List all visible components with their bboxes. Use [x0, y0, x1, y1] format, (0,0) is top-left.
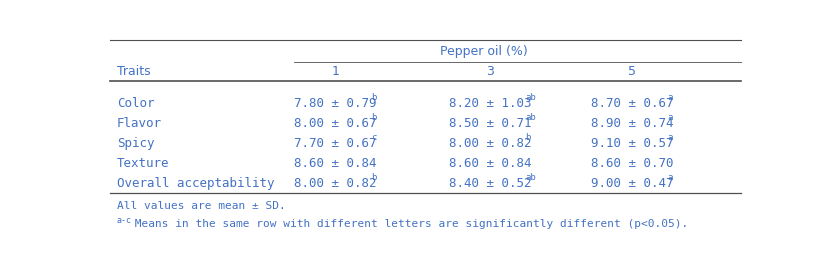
Text: a: a	[667, 173, 672, 182]
Text: b: b	[525, 133, 531, 142]
Text: a-c: a-c	[116, 216, 132, 225]
Text: 9.10 ± 0.57: 9.10 ± 0.57	[591, 137, 673, 150]
Text: 8.90 ± 0.74: 8.90 ± 0.74	[591, 117, 673, 130]
Text: b: b	[371, 173, 376, 182]
Text: 8.20 ± 1.03: 8.20 ± 1.03	[449, 97, 532, 110]
Text: ab: ab	[525, 113, 536, 122]
Text: 3: 3	[486, 65, 494, 78]
Text: 7.70 ± 0.67: 7.70 ± 0.67	[294, 137, 377, 150]
Text: 8.00 ± 0.82: 8.00 ± 0.82	[449, 137, 532, 150]
Text: a: a	[667, 93, 672, 103]
Text: c: c	[371, 133, 376, 142]
Text: 8.60 ± 0.70: 8.60 ± 0.70	[591, 157, 673, 170]
Text: Spicy: Spicy	[116, 137, 155, 150]
Text: a: a	[667, 133, 672, 142]
Text: b: b	[371, 93, 376, 103]
Text: All values are mean ± SD.: All values are mean ± SD.	[116, 201, 286, 211]
Text: ab: ab	[525, 93, 536, 103]
Text: Means in the same row with different letters are significantly different (p<0.05: Means in the same row with different let…	[128, 219, 689, 229]
Text: Color: Color	[116, 97, 155, 110]
Text: 8.00 ± 0.82: 8.00 ± 0.82	[294, 177, 377, 190]
Text: 5: 5	[628, 65, 636, 78]
Text: Traits: Traits	[116, 65, 150, 78]
Text: 8.60 ± 0.84: 8.60 ± 0.84	[449, 157, 532, 170]
Text: b: b	[371, 113, 376, 122]
Text: 8.70 ± 0.67: 8.70 ± 0.67	[591, 97, 673, 110]
Text: 8.50 ± 0.71: 8.50 ± 0.71	[449, 117, 532, 130]
Text: Texture: Texture	[116, 157, 170, 170]
Text: 8.00 ± 0.67: 8.00 ± 0.67	[294, 117, 377, 130]
Text: a: a	[667, 113, 672, 122]
Text: 1: 1	[332, 65, 340, 78]
Text: 8.60 ± 0.84: 8.60 ± 0.84	[294, 157, 377, 170]
Text: Overall acceptability: Overall acceptability	[116, 177, 274, 190]
Text: 9.00 ± 0.47: 9.00 ± 0.47	[591, 177, 673, 190]
Text: ab: ab	[525, 173, 536, 182]
Text: Flavor: Flavor	[116, 117, 162, 130]
Text: 8.40 ± 0.52: 8.40 ± 0.52	[449, 177, 532, 190]
Text: 7.80 ± 0.79: 7.80 ± 0.79	[294, 97, 377, 110]
Text: Pepper oil (%): Pepper oil (%)	[440, 45, 528, 58]
